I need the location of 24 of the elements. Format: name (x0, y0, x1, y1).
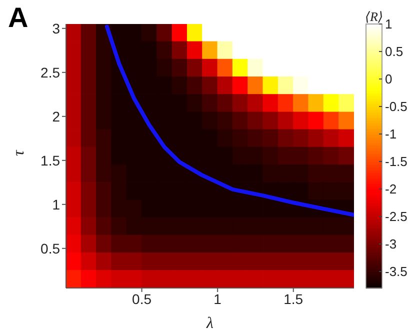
x-axis-title: λ (206, 315, 214, 332)
color-bar-label: -2.5 (385, 209, 408, 224)
y-tick-label: 3 (52, 20, 60, 36)
x-tick-label: 1.5 (284, 290, 304, 307)
color-bar-label: 0.5 (385, 44, 404, 60)
y-tick-label: 1.5 (40, 152, 60, 168)
color-bar-title: ⟨R⟩ (364, 9, 384, 24)
color-bar-label: -1 (385, 126, 397, 142)
color-bar-label: -3.5 (385, 264, 408, 280)
colorbar: 1 0.5 0 -0.5 -1 -1.5 -2 -2.5 -3 -3.5 ⟨R⟩ (360, 8, 420, 330)
y-axis-title: τ (10, 149, 28, 156)
color-bar-label: -1.5 (385, 154, 408, 170)
y-tick-label: 2.5 (40, 64, 60, 80)
y-tick-label: 2 (52, 108, 60, 124)
y-tick-label: 0.5 (40, 240, 60, 256)
x-tick-label: 1 (214, 290, 222, 307)
x-tick-label: 0.5 (132, 290, 152, 307)
color-bar-label: 0 (385, 72, 392, 87)
y-tick-label: 1 (52, 196, 60, 212)
color-bar-label: -2 (385, 182, 397, 197)
color-bar-label: 1 (385, 16, 392, 32)
color-bar-label: -3 (385, 236, 397, 252)
color-bar-label: -0.5 (385, 99, 408, 114)
text: A (8, 2, 28, 34)
